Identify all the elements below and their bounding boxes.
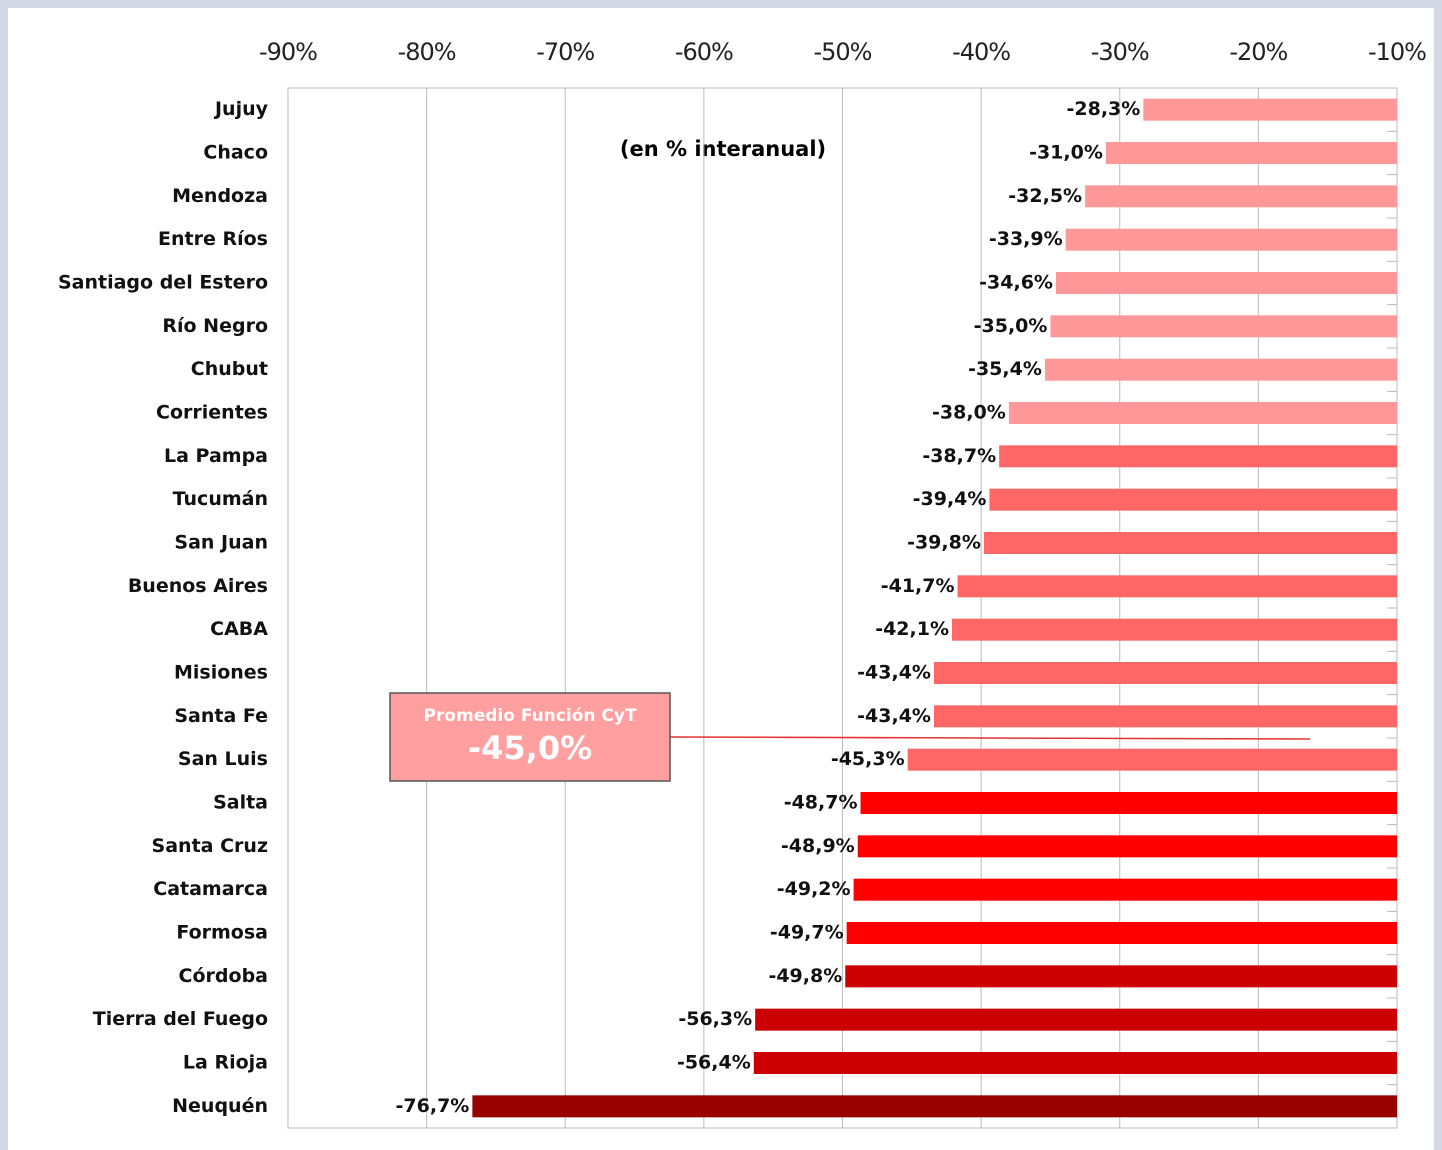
x-tick-label: -30% [1091, 38, 1149, 66]
value-label: -48,7% [784, 792, 858, 814]
bar [1105, 142, 1397, 164]
bar [989, 488, 1397, 511]
bar [755, 1008, 1397, 1031]
x-tick-label: -70% [536, 38, 594, 66]
bar [983, 532, 1397, 554]
category-label: CABA [210, 618, 268, 640]
bar [907, 748, 1397, 771]
category-label: San Juan [174, 532, 268, 554]
bar [1085, 185, 1397, 208]
bar [1143, 98, 1397, 121]
x-tick-label: -90% [259, 38, 317, 66]
value-label: -34,6% [979, 272, 1053, 294]
value-label: -31,0% [1029, 142, 1103, 164]
category-label: Santiago del Estero [58, 272, 268, 294]
bar [1050, 315, 1397, 338]
x-tick-label: -10% [1368, 38, 1426, 66]
category-label: Buenos Aires [128, 575, 268, 597]
bar [1055, 272, 1397, 294]
bar [472, 1095, 1398, 1118]
value-label: -49,7% [770, 922, 844, 944]
bar [1044, 358, 1397, 381]
value-label: -43,4% [857, 662, 931, 684]
subtitle: (en % interanual) [620, 137, 826, 161]
annotation-box [389, 692, 671, 782]
category-label: Corrientes [156, 402, 268, 424]
x-tick-label: -80% [398, 38, 456, 66]
category-label: La Pampa [164, 445, 268, 467]
category-label: Catamarca [153, 878, 268, 900]
value-label: -28,3% [1067, 98, 1141, 120]
value-label: -76,7% [396, 1095, 470, 1117]
value-label: -35,4% [968, 358, 1042, 380]
value-label: -41,7% [881, 575, 955, 597]
category-label: Tucumán [173, 488, 268, 510]
value-label: -39,8% [907, 532, 981, 554]
bar [753, 1052, 1397, 1074]
bar [845, 965, 1397, 988]
bar [1008, 402, 1397, 424]
bar [860, 792, 1397, 814]
category-label: Mendoza [172, 185, 268, 207]
value-label: -43,4% [857, 705, 931, 727]
category-label: Salta [213, 792, 268, 814]
category-label: La Rioja [183, 1052, 268, 1074]
annotation-connector [669, 736, 1311, 740]
category-label: Chubut [191, 358, 268, 380]
bar [1065, 228, 1397, 251]
category-label: Tierra del Fuego [93, 1008, 268, 1030]
value-label: -35,0% [974, 315, 1048, 337]
value-label: -56,4% [677, 1052, 751, 1074]
category-label: Córdoba [179, 965, 268, 987]
category-label: Santa Cruz [152, 835, 268, 857]
category-label: Río Negro [162, 315, 268, 337]
category-label: Formosa [176, 922, 268, 944]
category-label: Jujuy [213, 98, 269, 120]
value-label: -45,3% [831, 748, 905, 770]
category-label: Neuquén [172, 1095, 268, 1117]
value-label: -48,9% [781, 835, 855, 857]
value-label: -33,9% [989, 228, 1063, 250]
bar [957, 575, 1397, 598]
value-label: -38,7% [922, 445, 996, 467]
bar [933, 705, 1397, 728]
x-tick-label: -40% [952, 38, 1010, 66]
category-label: Santa Fe [174, 705, 268, 727]
bar [853, 878, 1397, 901]
annotation-value: -45,0% [468, 729, 592, 767]
value-label: -42,1% [875, 618, 949, 640]
bar [999, 445, 1397, 468]
bar [846, 922, 1397, 944]
category-label: Chaco [203, 142, 268, 164]
category-label: San Luis [178, 748, 268, 770]
category-label: Misiones [174, 662, 268, 684]
x-tick-label: -50% [813, 38, 871, 66]
value-label: -32,5% [1008, 185, 1082, 207]
bar [933, 662, 1397, 684]
value-label: -39,4% [913, 488, 987, 510]
category-label: Entre Ríos [158, 228, 268, 250]
value-label: -38,0% [932, 402, 1006, 424]
value-label: -49,2% [777, 878, 851, 900]
value-label: -56,3% [678, 1008, 752, 1030]
bar [857, 835, 1397, 858]
x-tick-label: -60% [675, 38, 733, 66]
x-tick-label: -20% [1229, 38, 1287, 66]
bar [952, 618, 1397, 641]
annotation-title: Promedio Función CyT [423, 706, 636, 726]
value-label: -49,8% [768, 965, 842, 987]
